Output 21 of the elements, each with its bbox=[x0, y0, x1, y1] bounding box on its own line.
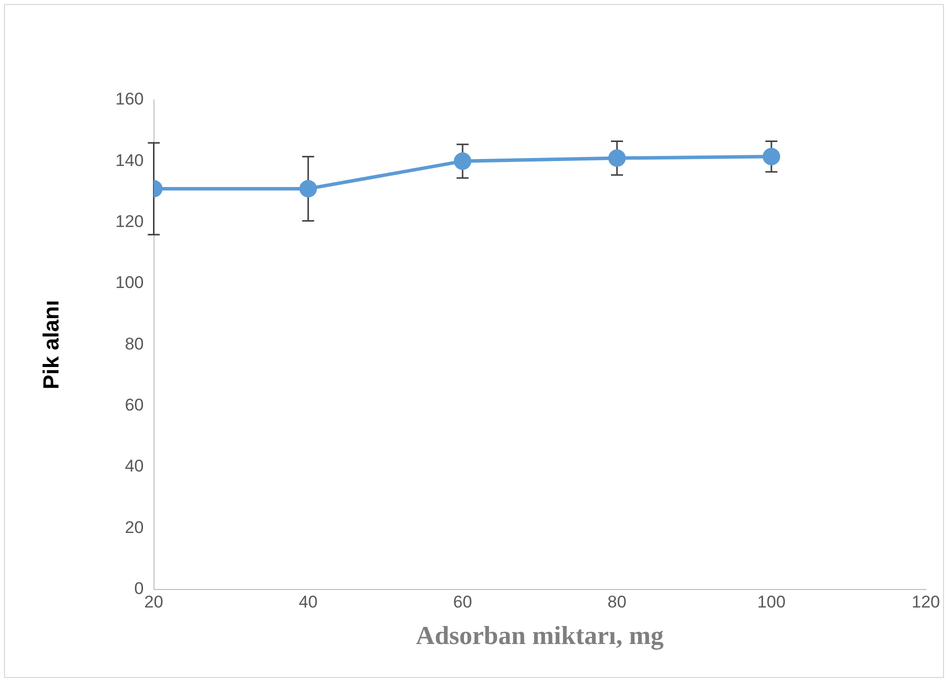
point bbox=[299, 180, 317, 198]
y-tick-label: 100 bbox=[115, 273, 144, 292]
point bbox=[608, 149, 626, 167]
x-axis-title: Adsorban miktarı, mg bbox=[416, 621, 664, 650]
y-tick-label: 120 bbox=[115, 212, 144, 232]
point bbox=[454, 152, 472, 170]
y-tick-label: 140 bbox=[115, 150, 144, 170]
x-tick-label: 20 bbox=[144, 592, 164, 612]
x-tick-label: 100 bbox=[757, 592, 786, 612]
x-tick-label: 40 bbox=[298, 592, 318, 612]
y-tick-label: 60 bbox=[124, 396, 144, 415]
y-axis-title: Pik alanı bbox=[38, 300, 64, 390]
y-tick-label: 20 bbox=[124, 518, 144, 537]
x-tick-label: 120 bbox=[912, 592, 940, 612]
y-tick-label: 160 bbox=[115, 90, 144, 109]
y-tick-label: 40 bbox=[124, 456, 144, 476]
y-tick-label: 0 bbox=[134, 579, 144, 598]
point bbox=[762, 148, 780, 166]
y-tick-label: 80 bbox=[124, 334, 144, 354]
x-tick-label: 60 bbox=[453, 592, 472, 612]
x-tick-label: 80 bbox=[608, 592, 626, 612]
